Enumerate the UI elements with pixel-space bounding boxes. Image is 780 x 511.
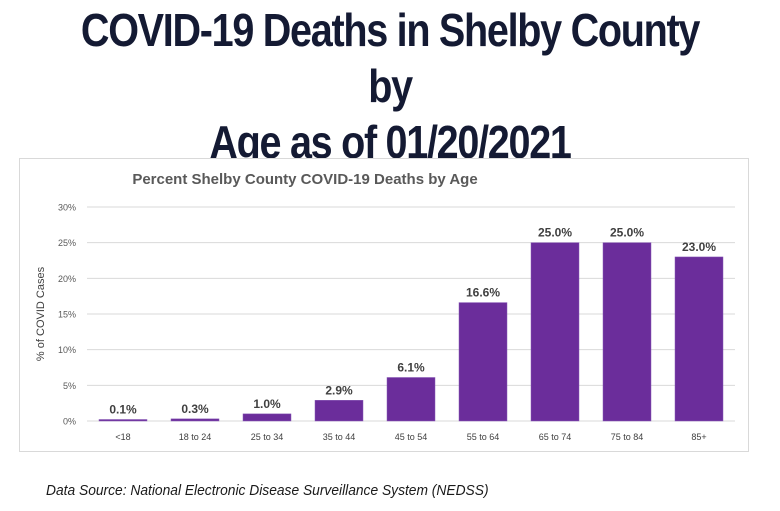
bar [170, 418, 220, 422]
data-source-note: Data Source: National Electronic Disease… [46, 482, 489, 499]
x-tick-labels: <18 18 to 24 25 to 34 35 to 44 45 to 54 55 to… [115, 432, 706, 442]
data-label: 6.1% [397, 360, 425, 374]
data-label: 25.0% [610, 226, 644, 240]
bars [98, 242, 724, 422]
x-tick-label: 75 to 84 [611, 432, 644, 442]
x-tick-label: 25 to 34 [251, 432, 284, 442]
data-label: 1.0% [253, 397, 281, 411]
chart-title: Percent Shelby County COVID-19 Deaths by… [132, 171, 477, 188]
x-tick-label: 35 to 44 [323, 432, 356, 442]
x-tick-label: 65 to 74 [539, 432, 572, 442]
y-tick-label: 5% [63, 381, 76, 391]
x-tick-label: 45 to 54 [395, 432, 428, 442]
y-tick-label: 20% [58, 274, 76, 284]
bar [530, 242, 580, 422]
data-label: 0.3% [181, 402, 209, 416]
data-labels: 0.1% 0.3% 1.0% 2.9% 6.1% 16.6% 25.0% 25.0% 23.0% [109, 226, 716, 417]
y-tick-label: 0% [63, 417, 76, 427]
bar [386, 377, 436, 422]
bar [98, 419, 148, 422]
x-tick-label: 85+ [691, 432, 706, 442]
y-tick-label: 10% [58, 345, 76, 355]
data-label: 25.0% [538, 226, 572, 240]
bar [314, 400, 364, 422]
bar [674, 256, 724, 422]
data-label: 0.1% [109, 403, 137, 417]
y-axis-label: % of COVID Cases [35, 266, 47, 361]
y-tick-label: 30% [58, 203, 76, 213]
data-label: 2.9% [325, 383, 353, 397]
bar [602, 242, 652, 422]
data-label: 23.0% [682, 240, 716, 254]
y-tick-labels: 0% 5% 10% 15% 20% 25% 30% [58, 203, 76, 427]
y-tick-label: 25% [58, 238, 76, 248]
data-label: 16.6% [466, 286, 500, 300]
bar [458, 302, 508, 422]
x-tick-label: 55 to 64 [467, 432, 500, 442]
page-title-line-1: COVID-19 Deaths in Shelby County by [80, 4, 700, 112]
x-tick-label: 18 to 24 [179, 432, 212, 442]
y-tick-label: 15% [58, 310, 76, 320]
x-tick-label: <18 [115, 432, 130, 442]
bar [242, 413, 292, 422]
